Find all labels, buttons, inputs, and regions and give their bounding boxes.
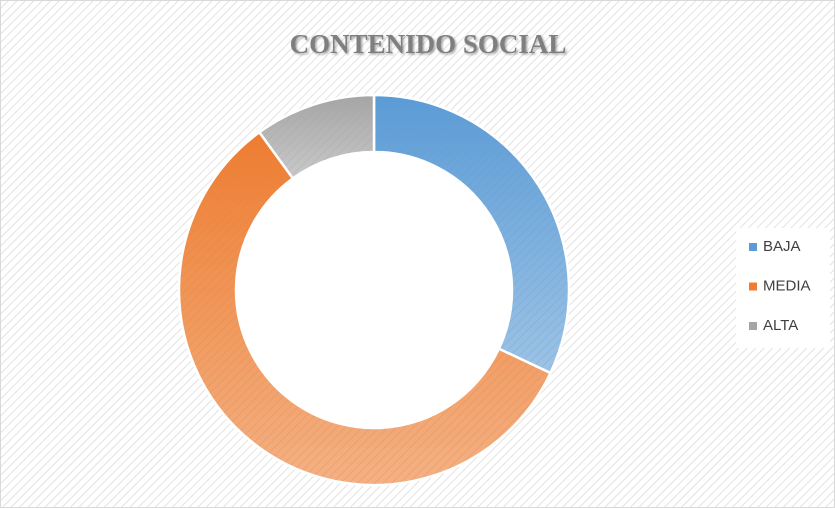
legend-swatch [749, 243, 757, 251]
donut-segment [177, 130, 553, 487]
legend-label: BAJA [763, 238, 801, 255]
legend-swatch [749, 322, 757, 330]
chart-title: CONTENIDO SOCIAL [290, 29, 567, 59]
donut-hole [236, 152, 512, 428]
legend-label: MEDIA [763, 277, 811, 294]
legend-label: ALTA [763, 317, 798, 334]
legend-swatch [749, 282, 757, 291]
